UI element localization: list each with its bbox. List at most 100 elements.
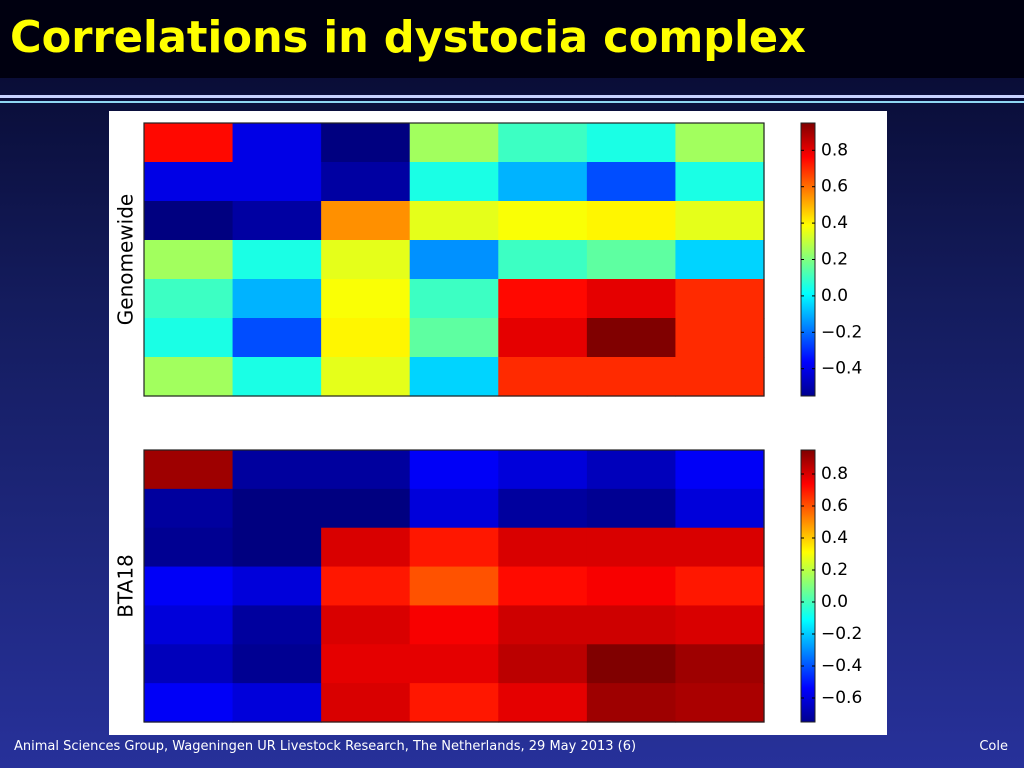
colorbar-frame: [800, 449, 816, 723]
heatmap-cell: [675, 566, 765, 607]
colorbar-tick-label: 0.2: [821, 560, 848, 580]
heatmap-cell: [321, 644, 411, 684]
heatmap-cell: [409, 605, 499, 645]
colorbar-tick-label: −0.2: [821, 322, 862, 342]
heatmap-cell: [586, 279, 677, 319]
heatmap-cell: [675, 527, 765, 568]
colorbar: [801, 450, 815, 722]
heatmap-cell: [144, 201, 234, 241]
heatmap-frame: [143, 449, 765, 723]
heatmap-cell: [144, 605, 234, 645]
heatmap-cell: [321, 566, 411, 607]
heatmap-cell: [675, 488, 765, 529]
footer-author: Cole: [979, 739, 1008, 754]
heatmap-cell: [586, 357, 677, 397]
heatmap-cell: [409, 566, 499, 607]
heatmap-cell: [232, 318, 322, 358]
heatmap-cell: [321, 240, 411, 280]
heatmap-cell: [586, 605, 677, 645]
heatmap-cell: [409, 644, 499, 684]
heatmap-cell: [498, 527, 588, 568]
heatmap-cell: [498, 318, 588, 358]
heatmap-cell: [498, 201, 588, 241]
heatmap-cell: [498, 123, 588, 163]
heatmap-cell: [232, 683, 322, 723]
heatmap-cell: [675, 683, 765, 723]
heatmap-cell: [144, 488, 234, 529]
heatmap-cell: [144, 162, 234, 202]
colorbar-tick-label: 0.8: [821, 464, 848, 484]
heatmap-cell: [498, 566, 588, 607]
heatmap-cell: [232, 123, 322, 163]
heatmap-cell: [144, 318, 234, 358]
heatmap-cell: [675, 357, 765, 397]
heatmap-cell: [409, 201, 499, 241]
title-divider: [0, 95, 1024, 98]
colorbar-tick-label: 0.0: [821, 286, 848, 306]
heatmap-cell: [498, 240, 588, 280]
heatmap-cell: [586, 644, 677, 684]
colorbar-tick-label: 0.0: [821, 592, 848, 612]
heatmap-cell: [498, 605, 588, 645]
heatmap-cell: [321, 162, 411, 202]
footer-affiliation: Animal Sciences Group, Wageningen UR Liv…: [14, 739, 637, 754]
colorbar-tick-label: 0.4: [821, 213, 848, 233]
colorbar-tick-label: 0.4: [821, 528, 848, 548]
heatmap-figure: Genomewide 0.8 0.6 0.4 0.2 0.0 −0.2 −0.4 BTA18 0.…: [114, 122, 862, 723]
heatmap-cell: [675, 644, 765, 684]
heatmap-cell: [321, 201, 411, 241]
heatmap-cell: [144, 240, 234, 280]
heatmap-cell: [586, 450, 677, 490]
heatmap-cell: [321, 605, 411, 645]
heatmap-cell: [321, 279, 411, 319]
heatmap-cell: [675, 318, 765, 358]
heatmap-cell: [409, 450, 499, 490]
heatmap-cell: [321, 527, 411, 568]
heatmap-cell: [232, 450, 322, 490]
heatmap-cell: [232, 644, 322, 684]
heatmap-cell: [321, 318, 411, 358]
heatmap-cell: [409, 357, 499, 397]
title-bar: [0, 0, 1024, 78]
heatmap-cell: [232, 201, 322, 241]
heatmap-cell: [144, 644, 234, 684]
heatmap-cell: [409, 162, 499, 202]
heatmap-cell: [498, 162, 588, 202]
heatmap-cell: [144, 123, 234, 163]
heatmap-cell: [409, 318, 499, 358]
heatmap-cell: [232, 566, 322, 607]
heatmap-cell: [144, 527, 234, 568]
heatmap-cell: [144, 450, 234, 490]
heatmap-cell: [498, 488, 588, 529]
heatmap-cell: [321, 123, 411, 163]
heatmap-cell: [409, 279, 499, 319]
colorbar-tick-label: −0.4: [821, 656, 862, 676]
heatmap-cell: [586, 240, 677, 280]
heatmap-cell: [675, 162, 765, 202]
heatmap-cell: [586, 318, 677, 358]
heatmap-cell: [321, 683, 411, 723]
heatmap-cell: [409, 683, 499, 723]
heatmap-cell: [144, 683, 234, 723]
colorbar-tick-label: 0.6: [821, 496, 848, 516]
heatmap-cell: [144, 279, 234, 319]
colorbar-tick-label: 0.2: [821, 250, 848, 270]
title-divider-accent: [0, 101, 1024, 103]
figure-panel: Genomewide 0.8 0.6 0.4 0.2 0.0 −0.2 −0.4 BTA18 0.…: [109, 111, 887, 735]
colorbar-tick-label: −0.2: [821, 624, 862, 644]
heatmap-cell: [144, 357, 234, 397]
heatmap-ylabel: Genomewide: [114, 194, 138, 325]
colorbar-tick-label: −0.6: [821, 688, 862, 708]
heatmap-cell: [409, 123, 499, 163]
heatmap-cell: [232, 240, 322, 280]
heatmap-cell: [586, 566, 677, 607]
heatmap-cell: [232, 162, 322, 202]
heatmap-cell: [498, 450, 588, 490]
heatmap-cell: [232, 488, 322, 529]
heatmap-cell: [675, 279, 765, 319]
heatmap-cell: [409, 240, 499, 280]
heatmap-cell: [409, 527, 499, 568]
heatmap-cell: [409, 488, 499, 529]
heatmap-cell: [675, 123, 765, 163]
heatmap-cell: [232, 357, 322, 397]
